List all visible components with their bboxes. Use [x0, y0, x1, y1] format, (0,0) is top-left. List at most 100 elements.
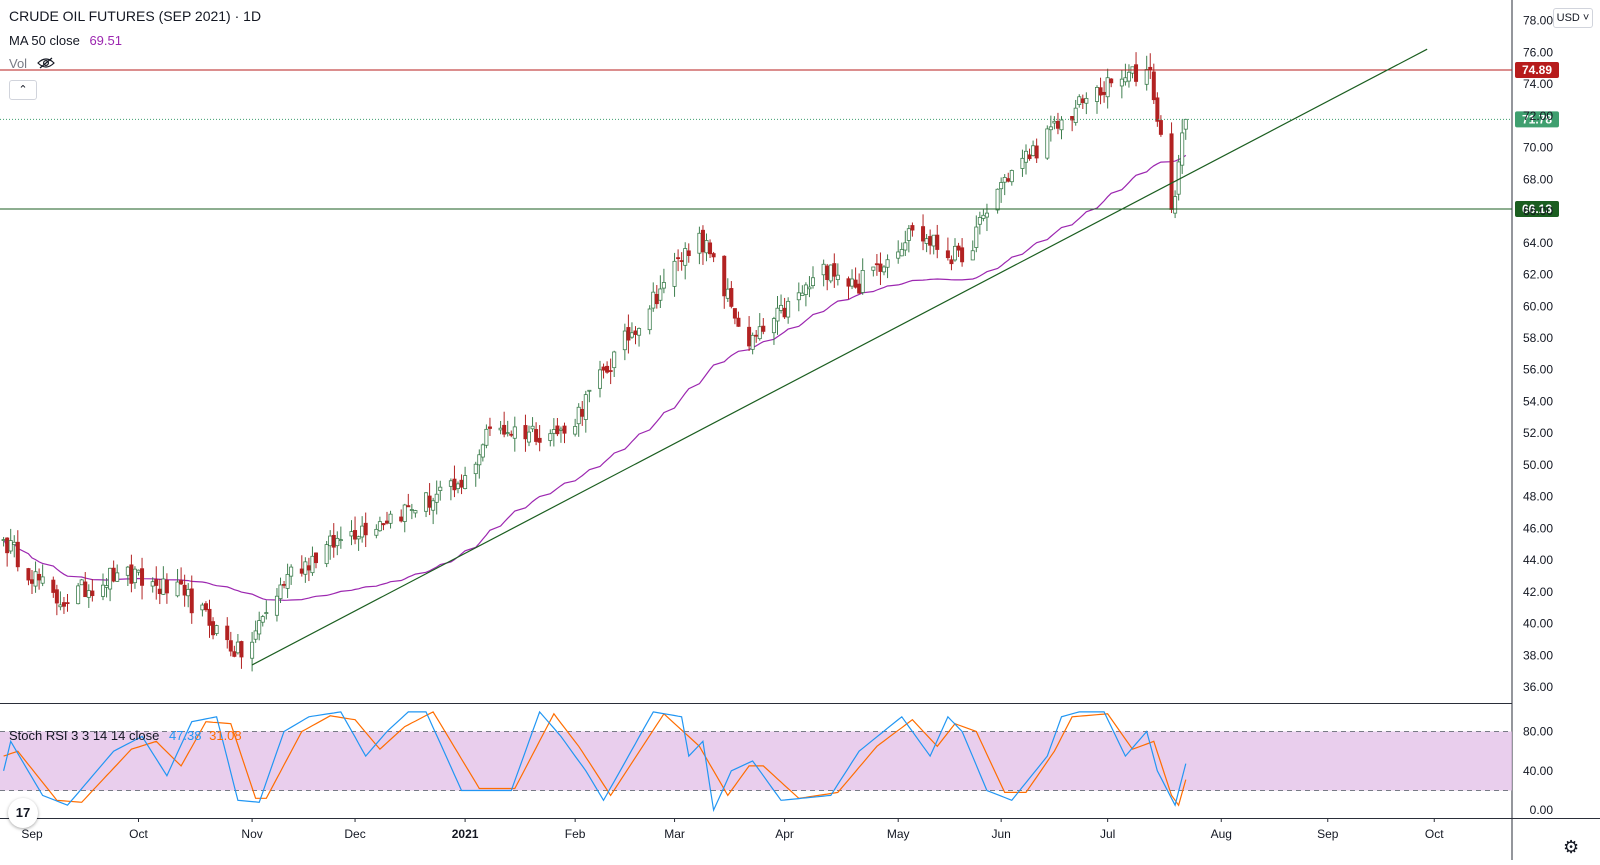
candle-body	[1006, 178, 1011, 182]
candle-body	[399, 516, 404, 522]
candle-body	[285, 574, 290, 589]
stoch-tick-label: 0.00	[1530, 803, 1554, 817]
ma50-line	[3, 154, 1187, 601]
candle-body	[424, 492, 429, 512]
candle-body	[1031, 145, 1036, 157]
candle-body	[761, 325, 766, 332]
candle-body	[658, 288, 663, 301]
candle-body	[878, 263, 883, 272]
trend-line[interactable]	[251, 48, 1428, 666]
candle-body	[1059, 119, 1064, 131]
gear-icon[interactable]: ⚙	[1563, 837, 1580, 857]
candle-body	[214, 625, 219, 634]
candle-body	[182, 584, 187, 596]
candle-body	[786, 300, 791, 318]
price-tick-label: 44.00	[1523, 553, 1553, 567]
candle-body	[576, 406, 581, 425]
candle-body	[1024, 150, 1029, 163]
candle-body	[981, 214, 986, 219]
candle-body	[8, 540, 13, 552]
currency-select[interactable]: USD ˅	[1553, 8, 1593, 28]
candle-body	[79, 579, 84, 586]
tradingview-logo[interactable]: 17	[8, 798, 38, 828]
price-tick-label: 40.00	[1523, 617, 1553, 631]
candle-body	[512, 426, 517, 439]
candle-body	[299, 568, 304, 574]
candle-body	[672, 260, 677, 287]
candle-body	[225, 625, 230, 641]
candle-body	[15, 541, 20, 568]
price-tick-label: 70.00	[1523, 141, 1553, 155]
candle-body	[51, 579, 56, 593]
chevron-down-icon: ˅	[1582, 12, 1590, 24]
candle-body	[984, 212, 989, 218]
candle-body	[608, 370, 613, 372]
candle-body	[558, 428, 563, 431]
collapse-legend-button[interactable]: ⌃	[9, 80, 37, 100]
price-tick-label: 50.00	[1523, 458, 1553, 472]
candle-body	[928, 236, 933, 246]
ma-legend[interactable]: MA 50 close 69.51	[9, 33, 128, 48]
candle-body	[1027, 154, 1032, 159]
candle-body	[253, 630, 258, 640]
candle-body	[1034, 145, 1039, 159]
candle-body	[228, 640, 233, 652]
candle-body	[935, 234, 940, 250]
candle-body	[555, 425, 560, 435]
candle-body	[633, 330, 638, 335]
candle-body	[629, 332, 634, 338]
candle-body	[509, 433, 514, 436]
candle-body	[1055, 120, 1060, 129]
time-tick-label: 2021	[452, 827, 479, 841]
last-price-label: 71.78	[1522, 112, 1552, 126]
candle-body	[1084, 97, 1089, 104]
time-tick-label: May	[887, 827, 910, 841]
candle-body	[605, 365, 610, 373]
price-tick-label: 48.00	[1523, 490, 1553, 504]
candle-body	[232, 651, 237, 657]
candle-body	[548, 433, 553, 441]
candle-body	[534, 429, 539, 442]
candle-body	[189, 588, 194, 614]
candle-body	[736, 317, 741, 327]
candle-body	[661, 282, 666, 289]
candle-body	[1098, 87, 1103, 96]
price-level-label: 66.13	[1522, 202, 1552, 216]
candle-body	[782, 307, 787, 318]
candle-body	[313, 552, 318, 564]
candle-body	[1119, 78, 1124, 87]
candle-body	[409, 509, 414, 511]
stoch-tick-label: 80.00	[1523, 725, 1553, 739]
vol-legend[interactable]: Vol	[9, 56, 61, 72]
candle-body	[1173, 196, 1178, 214]
candle-body	[402, 504, 407, 522]
candle-body	[573, 426, 578, 435]
candle-body	[811, 277, 816, 287]
candle-body	[995, 188, 1000, 211]
candle-body	[108, 567, 113, 590]
candle-body	[239, 641, 244, 658]
candle-body	[860, 269, 865, 293]
candle-body	[562, 425, 567, 434]
symbol-legend[interactable]: CRUDE OIL FUTURES (SEP 2021) · 1D	[9, 8, 267, 24]
candle-body	[257, 620, 262, 635]
stoch-legend[interactable]: Stoch RSI 3 3 14 14 close 47.38 31.08	[9, 728, 248, 743]
candle-body	[83, 581, 88, 598]
candle-body	[374, 528, 379, 536]
stoch-k-line	[3, 710, 1187, 813]
vol-label: Vol	[9, 56, 28, 71]
candle-body	[850, 278, 855, 287]
candle-body	[179, 580, 184, 585]
candle-body	[306, 565, 311, 571]
hidden-eye-icon[interactable]	[36, 57, 55, 72]
candle-body	[654, 293, 659, 305]
candle-body	[274, 595, 279, 616]
candle-body	[821, 263, 826, 276]
candle-body	[1148, 66, 1153, 71]
candle-body	[40, 576, 45, 584]
candle-body	[1095, 87, 1100, 102]
candle-body	[587, 389, 592, 392]
candle-body	[903, 242, 908, 251]
